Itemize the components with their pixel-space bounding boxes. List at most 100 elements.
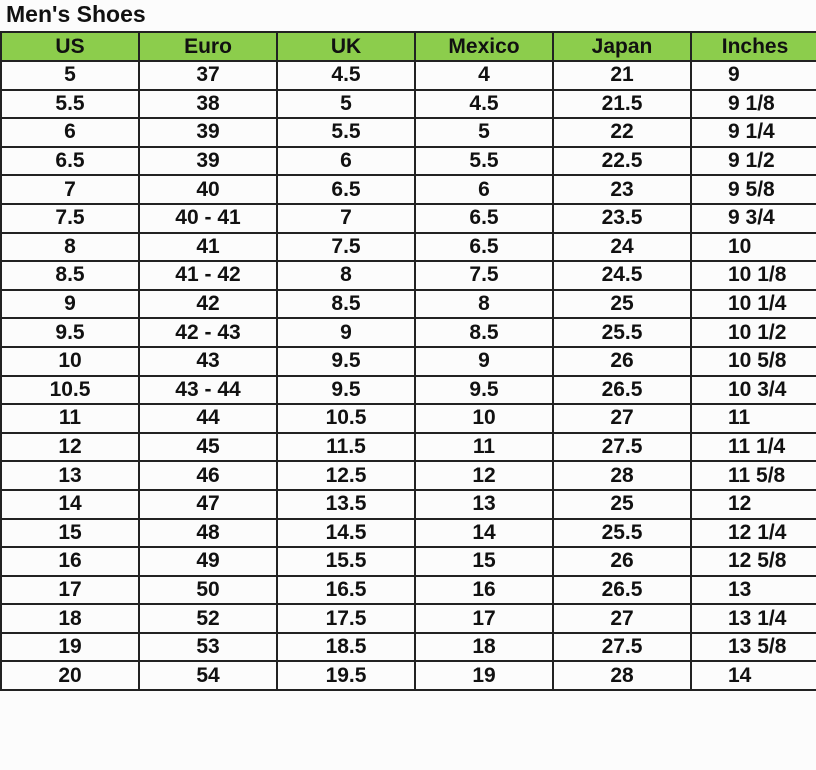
table-row: 10 43 9.5 9 26 10 5/8	[0, 345, 816, 377]
table-row: 7 40 6.5 6 23 9 5/8	[0, 174, 816, 205]
cell-uk: 7.5	[276, 231, 416, 263]
cell-mexico: 12	[414, 460, 554, 491]
cell-uk: 8.5	[276, 288, 416, 320]
cell-inches: 10 1/4	[690, 288, 816, 320]
cell-euro: 42 - 43	[138, 317, 278, 348]
cell-us: 10	[0, 345, 140, 377]
cell-inches: 13 1/4	[690, 603, 816, 634]
cell-euro: 54	[138, 660, 278, 692]
cell-mexico: 13	[414, 488, 554, 520]
cell-euro: 50	[138, 574, 278, 606]
cell-mexico: 4.5	[414, 88, 554, 120]
cell-uk: 9	[276, 317, 416, 348]
cell-uk: 14.5	[276, 517, 416, 549]
cell-uk: 4.5	[276, 60, 416, 91]
cell-inches: 11 5/8	[690, 460, 816, 491]
cell-japan: 25	[552, 288, 692, 320]
column-header-uk: UK	[276, 31, 416, 62]
cell-inches: 10 5/8	[690, 345, 816, 377]
column-header-us: US	[0, 31, 140, 62]
cell-inches: 9 5/8	[690, 174, 816, 205]
table-row: 7.5 40 - 41 7 6.5 23.5 9 3/4	[0, 202, 816, 234]
cell-uk: 5.5	[276, 117, 416, 148]
cell-inches: 9 1/2	[690, 145, 816, 177]
cell-mexico: 14	[414, 517, 554, 549]
table-row: 12 45 11.5 11 27.5 11 1/4	[0, 431, 816, 463]
table-row: 16 49 15.5 15 26 12 5/8	[0, 546, 816, 577]
cell-mexico: 16	[414, 574, 554, 606]
cell-us: 9.5	[0, 317, 140, 348]
cell-uk: 5	[276, 88, 416, 120]
cell-japan: 26.5	[552, 374, 692, 406]
cell-japan: 25	[552, 488, 692, 520]
cell-uk: 10.5	[276, 403, 416, 434]
cell-us: 8	[0, 231, 140, 263]
table-row: 13 46 12.5 12 28 11 5/8	[0, 460, 816, 491]
cell-euro: 41	[138, 231, 278, 263]
cell-uk: 19.5	[276, 660, 416, 692]
column-header-mexico: Mexico	[414, 31, 554, 62]
cell-mexico: 15	[414, 546, 554, 577]
cell-mexico: 7.5	[414, 260, 554, 291]
cell-uk: 18.5	[276, 631, 416, 663]
cell-uk: 15.5	[276, 546, 416, 577]
table-row: 9 42 8.5 8 25 10 1/4	[0, 288, 816, 320]
column-header-japan: Japan	[552, 31, 692, 62]
cell-uk: 6.5	[276, 174, 416, 205]
cell-euro: 39	[138, 117, 278, 148]
cell-us: 10.5	[0, 374, 140, 406]
cell-mexico: 6.5	[414, 202, 554, 234]
cell-euro: 38	[138, 88, 278, 120]
table-row: 19 53 18.5 18 27.5 13 5/8	[0, 631, 816, 663]
cell-japan: 24	[552, 231, 692, 263]
table-row: 15 48 14.5 14 25.5 12 1/4	[0, 517, 816, 549]
cell-mexico: 8	[414, 288, 554, 320]
cell-japan: 21.5	[552, 88, 692, 120]
cell-mexico: 9	[414, 345, 554, 377]
table-row: 17 50 16.5 16 26.5 13	[0, 574, 816, 606]
cell-us: 9	[0, 288, 140, 320]
cell-japan: 26	[552, 546, 692, 577]
cell-japan: 27	[552, 403, 692, 434]
cell-mexico: 8.5	[414, 317, 554, 348]
header-row: US Euro UK Mexico Japan Inches	[0, 31, 816, 62]
cell-mexico: 17	[414, 603, 554, 634]
cell-inches: 10	[690, 231, 816, 263]
cell-japan: 24.5	[552, 260, 692, 291]
cell-euro: 43 - 44	[138, 374, 278, 406]
cell-euro: 47	[138, 488, 278, 520]
page-title: Men's Shoes	[6, 1, 146, 27]
cell-japan: 26	[552, 345, 692, 377]
cell-mexico: 5	[414, 117, 554, 148]
cell-euro: 43	[138, 345, 278, 377]
cell-uk: 17.5	[276, 603, 416, 634]
cell-us: 16	[0, 546, 140, 577]
cell-uk: 6	[276, 145, 416, 177]
cell-us: 13	[0, 460, 140, 491]
cell-inches: 14	[690, 660, 816, 692]
table-row: 11 44 10.5 10 27 11	[0, 403, 816, 434]
cell-euro: 39	[138, 145, 278, 177]
cell-japan: 23	[552, 174, 692, 205]
cell-japan: 22.5	[552, 145, 692, 177]
cell-uk: 7	[276, 202, 416, 234]
cell-inches: 11 1/4	[690, 431, 816, 463]
cell-uk: 16.5	[276, 574, 416, 606]
table-row: 6.5 39 6 5.5 22.5 9 1/2	[0, 145, 816, 177]
cell-us: 17	[0, 574, 140, 606]
cell-mexico: 9.5	[414, 374, 554, 406]
table-row: 8.5 41 - 42 8 7.5 24.5 10 1/8	[0, 260, 816, 291]
table-row: 18 52 17.5 17 27 13 1/4	[0, 603, 816, 634]
cell-inches: 9 1/4	[690, 117, 816, 148]
table-row: 6 39 5.5 5 22 9 1/4	[0, 117, 816, 148]
cell-euro: 45	[138, 431, 278, 463]
cell-japan: 22	[552, 117, 692, 148]
cell-uk: 13.5	[276, 488, 416, 520]
cell-inches: 13 5/8	[690, 631, 816, 663]
cell-inches: 10 3/4	[690, 374, 816, 406]
cell-euro: 48	[138, 517, 278, 549]
cell-uk: 11.5	[276, 431, 416, 463]
cell-inches: 13	[690, 574, 816, 606]
cell-mexico: 10	[414, 403, 554, 434]
cell-japan: 27	[552, 603, 692, 634]
